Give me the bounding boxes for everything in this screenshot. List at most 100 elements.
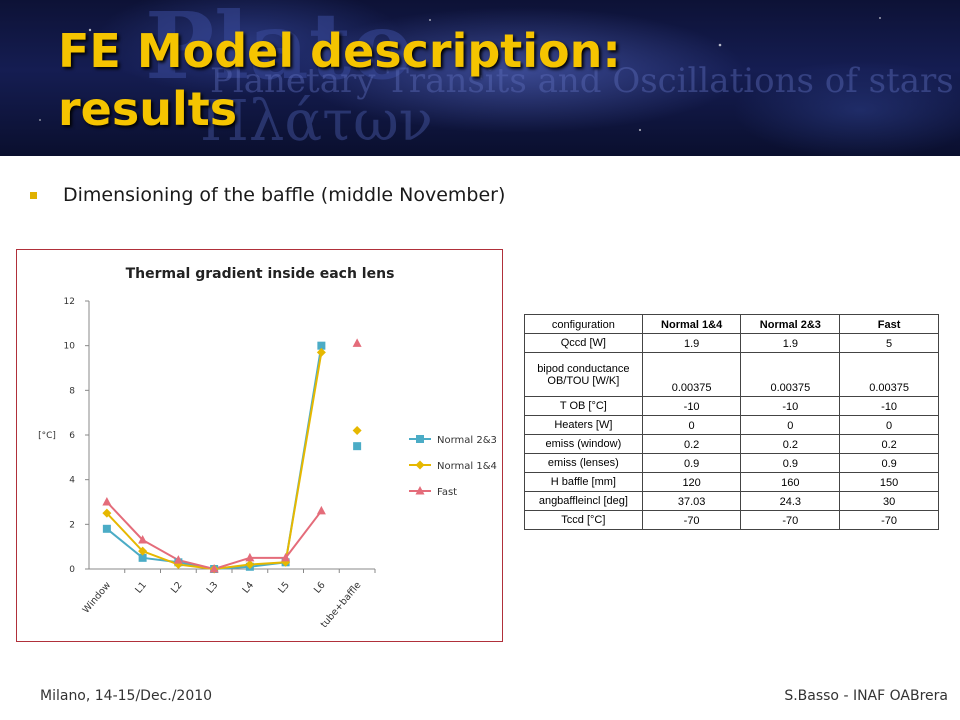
table-body: Qccd [W] 1.9 1.9 5 bipod conductance OB/TOU …: [524, 333, 939, 530]
table-row: T OB [°C] -10 -10 -10: [524, 396, 939, 416]
table-cell: 24.3: [740, 491, 841, 511]
table-cell: 0.00375: [641, 352, 742, 397]
table-cell: 0: [740, 415, 841, 435]
table-cell: -70: [740, 510, 841, 530]
y-tick-label: 12: [64, 297, 75, 307]
table-header-normal-2-3: Normal 2&3: [740, 314, 841, 334]
chart-point: [102, 497, 112, 506]
table-cell: 0.00375: [839, 352, 939, 397]
chart-point: [415, 486, 425, 495]
bullet-text: Dimensioning of the baffle (middle Novem…: [63, 184, 506, 206]
chart-point: [352, 338, 362, 347]
chart-frame: Thermal gradient inside each lens 0 2 4 6 8 10…: [16, 249, 503, 642]
chart-point: [352, 426, 362, 436]
table-row-label: angbaffleincl [deg]: [524, 491, 643, 511]
chart-point: [316, 347, 326, 357]
x-tick-label: L5: [276, 580, 292, 596]
thermal-gradient-chart: Thermal gradient inside each lens 0 2 4 6 8 10…: [38, 266, 497, 630]
table-row-label: Qccd [W]: [524, 333, 643, 353]
chart-point: [138, 553, 147, 562]
table-cell: 0.2: [740, 434, 841, 454]
x-tick-label: Window: [81, 580, 114, 616]
x-tick-label: L3: [205, 580, 221, 596]
chart-point: [415, 460, 425, 470]
table-row: Heaters [W] 0 0 0: [524, 415, 939, 435]
table-cell: 37.03: [641, 491, 742, 511]
table-row-label: Heaters [W]: [524, 415, 643, 435]
table-cell: 0: [641, 415, 742, 435]
banner-decoration: Plato Planetary Transits and Oscillation…: [39, 0, 954, 154]
table-row-label: bipod conductance OB/TOU [W/K]: [524, 352, 643, 397]
table-cell: 1.9: [641, 333, 742, 353]
chart-point: [281, 552, 291, 562]
table-cell: 5: [839, 333, 939, 353]
y-tick-label: 4: [69, 476, 75, 486]
y-tick-label: 0: [69, 565, 75, 575]
table-cell: -10: [740, 396, 841, 416]
table-cell: -70: [839, 510, 939, 530]
chart-point: [416, 435, 424, 443]
x-tick-label: L4: [240, 580, 256, 596]
table-row: emiss (window) 0.2 0.2 0.2: [524, 434, 939, 454]
chart-point: [138, 534, 148, 544]
banner-background-greek: Πλάτων: [200, 89, 433, 154]
chart-point: [138, 546, 148, 556]
table-row: Tccd [°C] -70 -70 -70: [524, 510, 939, 530]
chart-point: [102, 524, 111, 533]
table-header-configuration: configuration: [524, 314, 643, 334]
chart-point: [209, 564, 219, 573]
table-cell: 120: [641, 472, 742, 492]
table-row: Qccd [W] 1.9 1.9 5: [524, 333, 939, 353]
table-cell: 0.2: [839, 434, 939, 454]
table-cell: 0.2: [641, 434, 742, 454]
table-cell: -70: [641, 510, 742, 530]
y-axis-label: [°C]: [38, 431, 56, 441]
chart-point: [102, 508, 112, 518]
x-tick-label: L6: [312, 580, 328, 596]
table-cell: 0.00375: [740, 352, 841, 397]
banner-background-word: Plato: [145, 0, 413, 100]
chart-point: [245, 560, 255, 570]
table-cell: 1.9: [740, 333, 841, 353]
y-tick-label: 6: [69, 431, 75, 441]
chart-title: Thermal gradient inside each lens: [126, 266, 395, 282]
footer-location-date: Milano, 14-15/Dec./2010: [40, 688, 213, 704]
table-cell: 150: [839, 472, 939, 492]
table-header-row: configuration Normal 1&4 Normal 2&3 Fast: [524, 314, 939, 334]
bullet-item: Dimensioning of the baffle (middle Novem…: [30, 180, 505, 210]
chart-point: [173, 555, 183, 564]
table-row-label: T OB [°C]: [524, 396, 643, 416]
y-tick-label: 10: [64, 342, 76, 352]
table-header-normal-1-4: Normal 1&4: [641, 314, 742, 334]
table-row: H baffle [mm] 120 160 150: [524, 472, 939, 492]
table-cell: 0.9: [839, 453, 939, 473]
table-row-label: H baffle [mm]: [524, 472, 643, 492]
chart-point: [353, 442, 362, 451]
x-tick-label: L2: [169, 580, 185, 596]
table-row: bipod conductance OB/TOU [W/K] 0.00375 0.0…: [524, 352, 939, 397]
table-cell: 0: [839, 415, 939, 435]
table-cell: 0.9: [641, 453, 742, 473]
chart-point: [245, 552, 255, 562]
table-cell: 0.9: [740, 453, 841, 473]
banner-background-subtitle: Planetary Transits and Oscillations of s…: [210, 61, 954, 101]
table-cell: 160: [740, 472, 841, 492]
x-tick-label: L1: [133, 580, 149, 596]
page-title-line-1: FE Model description:: [58, 24, 621, 78]
table-header-fast: Fast: [839, 314, 939, 334]
configuration-table: configuration Normal 1&4 Normal 2&3 Fast…: [524, 314, 939, 530]
table-row-label: Tccd [°C]: [524, 510, 643, 530]
table-cell: 30: [839, 491, 939, 511]
y-tick-label: 8: [69, 386, 75, 396]
table-row-label: emiss (lenses): [524, 453, 643, 473]
table-row: angbaffleincl [deg] 37.03 24.3 30: [524, 491, 939, 511]
footer-author: S.Basso - INAF OABrera: [784, 688, 948, 704]
page-title: FE Model description: results: [58, 22, 678, 138]
table-cell: -10: [641, 396, 742, 416]
chart-point: [317, 341, 326, 350]
page-title-line-2: results: [58, 82, 238, 136]
title-banner: Plato Planetary Transits and Oscillation…: [0, 0, 960, 156]
table-cell: -10: [839, 396, 939, 416]
table-row-label: emiss (window): [524, 434, 643, 454]
y-tick-label: 2: [69, 520, 75, 530]
